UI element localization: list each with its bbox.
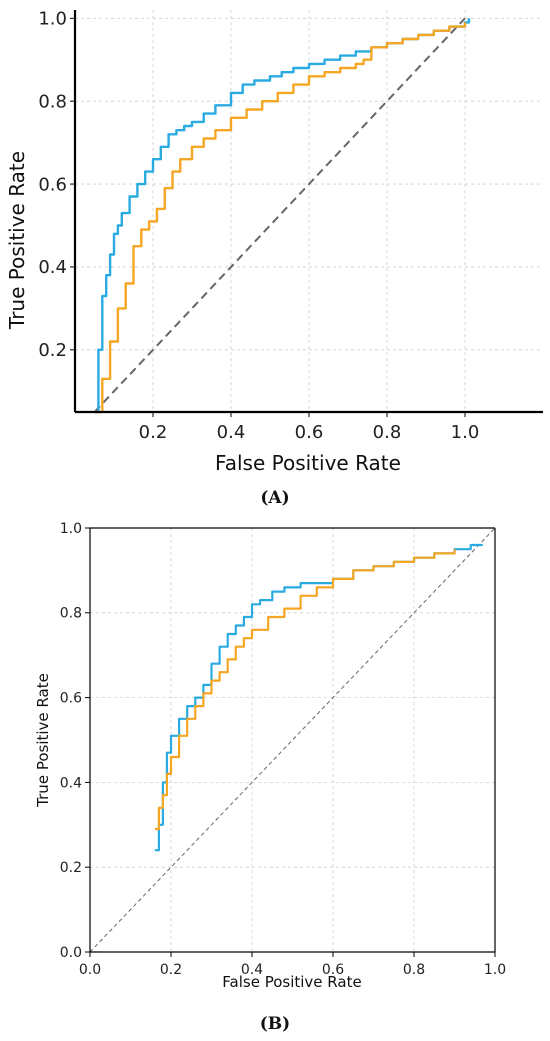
chart-a-y-tick-label-0: 0.2: [38, 340, 67, 361]
chart-a-ticks: 0.2 0.4 0.6 0.8 1.0 0.2 0.4 0.6 0.8 1.0: [38, 9, 479, 443]
chart-b-x-axis-title: False Positive Rate: [222, 973, 361, 991]
panel-b-caption: (B): [260, 1014, 290, 1034]
chart-a-x-tick-label-1: 0.4: [217, 422, 246, 443]
panel-b: 0.0 0.2 0.4 0.6 0.8 1.0 0.0 0.2 0.4 0.6 0.8 1.0 Fal…: [0, 510, 550, 1041]
chart-b-series-1-line: [154, 549, 456, 831]
chart-a-series-group: [94, 18, 471, 414]
chart-a-series-1-line: [94, 22, 467, 414]
chart-b-y-tick-label-1: 0.2: [60, 860, 82, 876]
chart-b-axes: [89, 527, 496, 953]
chart-a-x-tick-label-0: 0.2: [139, 422, 168, 443]
chart-b-y-tick-label-4: 0.8: [60, 606, 82, 622]
chart-a-x-tick-label-2: 0.6: [295, 422, 324, 443]
chart-a-y-tick-label-1: 0.4: [38, 257, 67, 278]
chart-b-ticks: 0.0 0.2 0.4 0.6 0.8 1.0 0.0 0.2 0.4 0.6 0.8 1.0: [60, 521, 506, 978]
chart-b-y-tick-label-2: 0.4: [60, 775, 82, 791]
chart-b-diagonal-line: [89, 527, 496, 953]
panel-a-caption: (A): [260, 488, 289, 508]
chart-b-series-group: [154, 543, 483, 852]
chart-a-x-axis-title: False Positive Rate: [215, 451, 401, 475]
chart-b-diagonal-group: [89, 527, 496, 953]
chart-b-x-tick-label-3: 0.6: [322, 962, 344, 978]
chart-a-grid: [75, 10, 543, 412]
chart-b-x-tick-label-4: 0.8: [403, 962, 425, 978]
chart-b-x-tick-label-0: 0.0: [79, 962, 101, 978]
chart-a-y-tick-label-4: 1.0: [38, 9, 67, 30]
chart-b-y-tick-label-0: 0.0: [60, 945, 82, 961]
panel-a: 0.2 0.4 0.6 0.8 1.0 0.2 0.4 0.6 0.8 1.0 False Pos…: [0, 0, 550, 520]
chart-b-y-tick-label-3: 0.6: [60, 691, 82, 707]
roc-chart-a: 0.2 0.4 0.6 0.8 1.0 0.2 0.4 0.6 0.8 1.0 False Pos…: [5, 9, 543, 508]
roc-chart-b: 0.0 0.2 0.4 0.6 0.8 1.0 0.0 0.2 0.4 0.6 0.8 1.0 Fal…: [34, 521, 506, 1034]
chart-b-x-tick-label-2: 0.4: [241, 962, 263, 978]
chart-a-y-tick-label-2: 0.6: [38, 174, 67, 195]
chart-b-x-tick-label-1: 0.2: [160, 962, 182, 978]
chart-a-y-tick-label-3: 0.8: [38, 91, 67, 112]
chart-a-x-tick-label-4: 1.0: [451, 422, 480, 443]
chart-a-y-axis-title: True Positive Rate: [5, 151, 29, 330]
chart-b-x-tick-label-5: 1.0: [484, 962, 506, 978]
chart-b-y-tick-label-5: 1.0: [60, 521, 82, 537]
chart-a-x-tick-label-3: 0.8: [373, 422, 402, 443]
chart-b-y-axis-title: True Positive Rate: [34, 673, 52, 808]
